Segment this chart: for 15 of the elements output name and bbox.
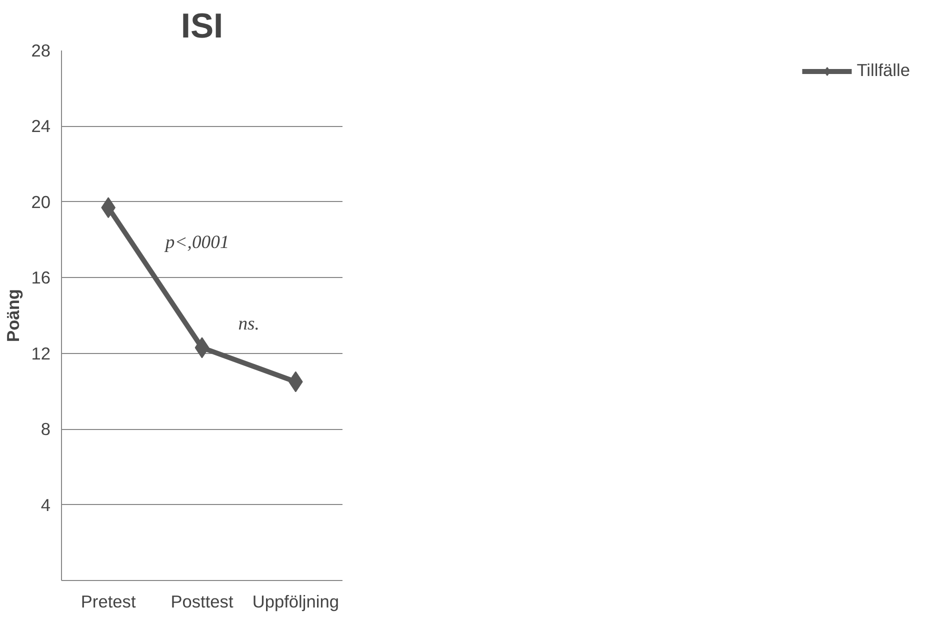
x-tick-label: Posttest [170, 592, 234, 612]
y-tick-label: 8 [40, 419, 51, 440]
y-tick-label: 24 [31, 116, 51, 136]
y-tick-label: 12 [31, 343, 51, 364]
annotation: ns. [238, 313, 260, 334]
x-tick-label: Uppföljning [252, 592, 340, 612]
y-tick-label: 28 [31, 40, 51, 60]
legend-label: Tillfälle [856, 60, 910, 81]
y-tick-label: 4 [40, 494, 51, 515]
chart-title: ISI [180, 8, 224, 46]
x-tick-label: Pretest [80, 592, 136, 612]
y-axis-title: Poäng [3, 289, 24, 342]
y-tick-label: 20 [31, 192, 51, 212]
y-tick-label: 16 [31, 268, 51, 288]
annotation: p<,0001 [163, 232, 230, 254]
